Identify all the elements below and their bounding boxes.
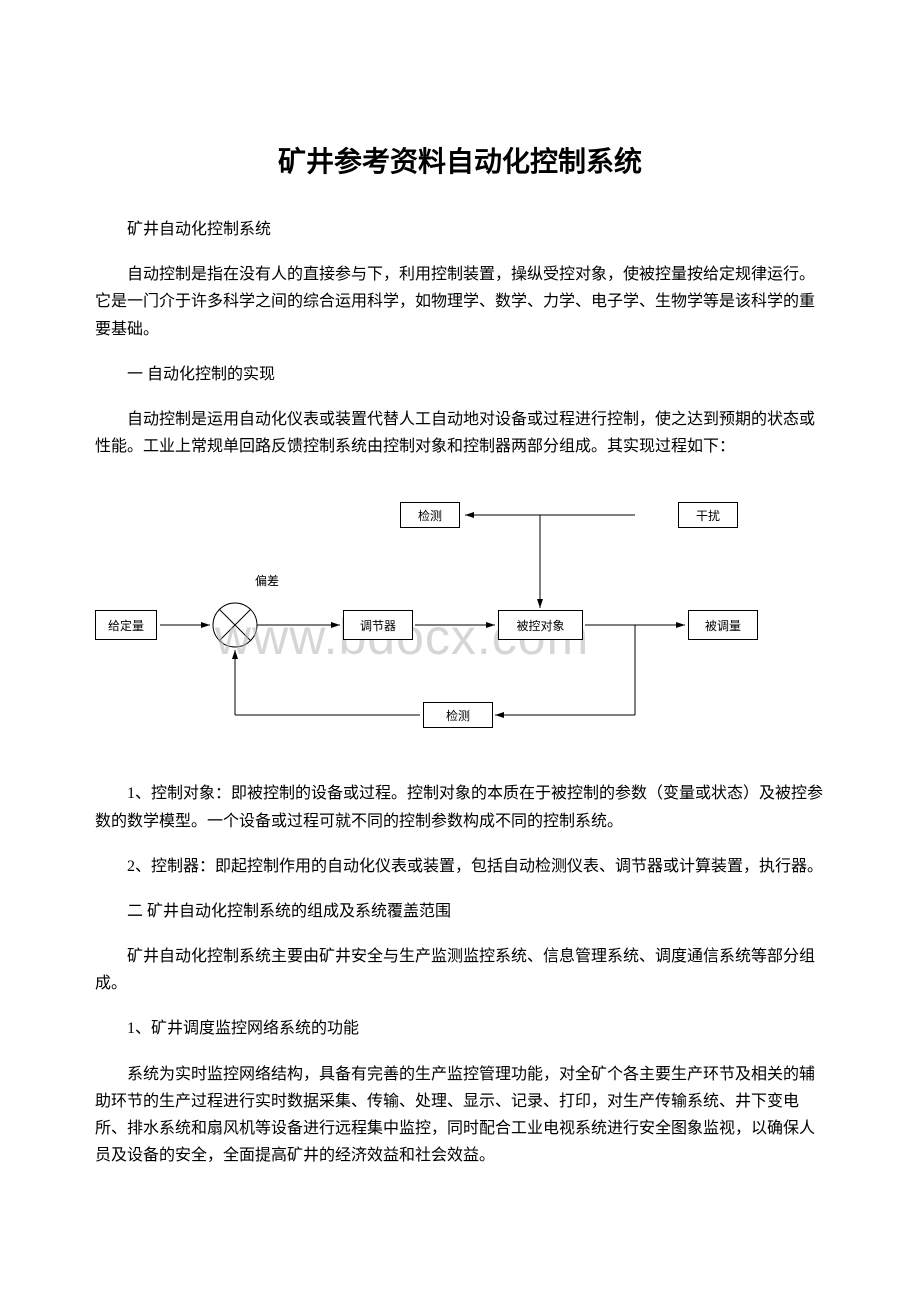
label-deviation: 偏差	[255, 572, 279, 589]
section2-sub1: 1、矿井调度监控网络系统的功能	[95, 1015, 825, 1042]
section1-body: 自动控制是运用自动化仪表或装置代替人工自动地对设备或过程进行控制，使之达到预期的…	[95, 406, 825, 460]
after-diagram-para2: 2、控制器：即起控制作用的自动化仪表或装置，包括自动检测仪表、调节器或计算装置，…	[95, 853, 825, 880]
node-controlled: 被控对象	[498, 610, 583, 640]
node-detect-bottom: 检测	[423, 702, 493, 728]
node-input: 给定量	[95, 610, 157, 640]
node-regulator: 调节器	[343, 610, 413, 640]
after-diagram-para1: 1、控制对象：即被控制的设备或过程。控制对象的本质在于被控制的参数（变量或状态）…	[95, 780, 825, 834]
control-loop-diagram: www.bdocx.com 检测 干扰 偏差 给定量 调节器 被控对象 被调量 …	[95, 480, 825, 750]
node-disturb: 干扰	[678, 502, 738, 528]
intro-paragraph: 自动控制是指在没有人的直接参与下，利用控制装置，操纵受控对象，使被控量按给定规律…	[95, 261, 825, 343]
section2-sub1-body: 系统为实时监控网络结构，具备有完善的生产监控管理功能，对全矿个各主要生产环节及相…	[95, 1061, 825, 1170]
node-detect-top: 检测	[400, 502, 460, 528]
node-output: 被调量	[688, 610, 758, 640]
section2-body: 矿井自动化控制系统主要由矿井安全与生产监测监控系统、信息管理系统、调度通信系统等…	[95, 943, 825, 997]
document-title: 矿井参考资料自动化控制系统	[95, 140, 825, 180]
subtitle-line: 矿井自动化控制系统	[95, 216, 825, 243]
section1-heading: 一 自动化控制的实现	[95, 361, 825, 388]
section2-heading: 二 矿井自动化控制系统的组成及系统覆盖范围	[95, 898, 825, 925]
